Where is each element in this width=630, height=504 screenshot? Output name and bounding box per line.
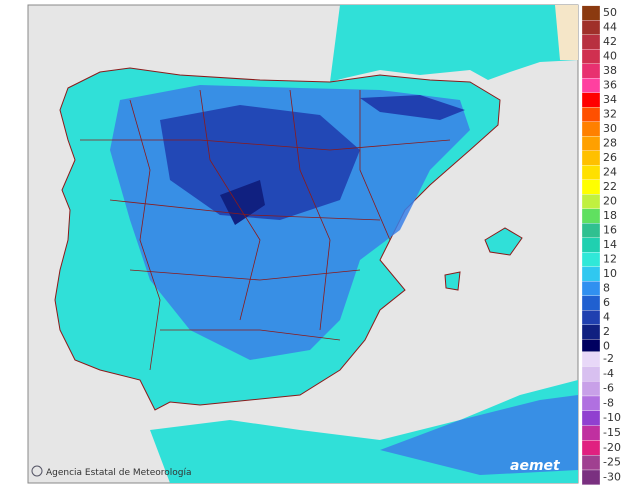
legend-label: 34 xyxy=(603,93,617,106)
legend-swatch xyxy=(581,63,601,79)
legend-label: 26 xyxy=(603,151,617,164)
legend-swatch xyxy=(581,425,601,441)
cold-peak xyxy=(220,180,265,225)
legend-label: -4 xyxy=(603,367,614,380)
legend-label: 38 xyxy=(603,64,617,77)
legend-swatch xyxy=(581,92,601,108)
legend-label: -25 xyxy=(603,456,621,469)
legend-label: -6 xyxy=(603,382,614,395)
legend-swatch xyxy=(581,440,601,456)
legend-label: 22 xyxy=(603,180,617,193)
legend-swatch xyxy=(581,410,601,426)
legend-swatch xyxy=(581,150,601,166)
legend-swatch xyxy=(581,136,601,151)
legend-swatch xyxy=(581,49,601,64)
copyright-icon xyxy=(31,465,43,477)
legend-label: 8 xyxy=(603,282,610,295)
cold-core xyxy=(160,105,360,220)
legend-label: -10 xyxy=(603,411,621,424)
balearics xyxy=(444,227,523,291)
legend-swatch xyxy=(581,324,601,340)
legend-label: 14 xyxy=(603,238,617,251)
legend-label: 30 xyxy=(603,122,617,135)
legend-swatch xyxy=(581,455,601,471)
legend-swatch xyxy=(581,381,601,397)
legend-swatch xyxy=(581,208,601,224)
legend-swatch xyxy=(581,20,601,35)
legend-label: 20 xyxy=(603,195,617,208)
legend-swatch xyxy=(581,107,601,122)
legend-swatch xyxy=(581,351,601,367)
legend-label: 10 xyxy=(603,267,617,280)
legend-swatch xyxy=(581,295,601,311)
legend-label: 40 xyxy=(603,50,617,63)
legend-label: 42 xyxy=(603,35,617,48)
legend-label: -8 xyxy=(603,396,614,409)
legend-label: 44 xyxy=(603,21,617,34)
legend-label: 2 xyxy=(603,325,610,338)
legend-swatch xyxy=(581,179,601,195)
legend-swatch xyxy=(581,165,601,180)
legend-label: 0 xyxy=(603,340,610,353)
alps xyxy=(555,5,578,60)
legend-label: 6 xyxy=(603,296,610,309)
legend-swatch xyxy=(581,469,601,485)
legend-label: 36 xyxy=(603,79,617,92)
legend-swatch xyxy=(581,252,601,267)
legend-label: 24 xyxy=(603,166,617,179)
legend-label: -30 xyxy=(603,470,621,483)
legend-swatch xyxy=(581,194,601,209)
legend-label: 50 xyxy=(603,6,617,19)
france xyxy=(330,5,578,82)
legend-label: 28 xyxy=(603,137,617,150)
legend-swatch xyxy=(581,5,601,21)
legend-swatch xyxy=(581,281,601,296)
map xyxy=(54,5,578,483)
legend-swatch xyxy=(581,366,601,382)
logo: aemet xyxy=(510,458,561,474)
legend-label: -2 xyxy=(603,352,614,365)
legend-label: 4 xyxy=(603,311,610,324)
legend-label: -15 xyxy=(603,426,621,439)
legend-label: 32 xyxy=(603,108,617,121)
legend-swatch xyxy=(581,223,601,238)
borders xyxy=(80,89,451,371)
atlas xyxy=(380,395,578,475)
legend-label: 12 xyxy=(603,253,617,266)
legend-swatch xyxy=(581,78,601,93)
legend-label: 16 xyxy=(603,224,617,237)
legend-swatch xyxy=(581,34,601,50)
legend-swatch xyxy=(581,121,601,137)
pyrenees xyxy=(360,95,465,120)
legend-swatch xyxy=(581,395,601,411)
legend-swatch xyxy=(581,310,601,325)
legend-label: 18 xyxy=(603,209,617,222)
attribution: Agencia Estatal de Meteorología xyxy=(46,468,192,478)
legend: 5044424038363432302826242220181614121086… xyxy=(581,5,621,485)
legend-swatch xyxy=(581,266,601,282)
legend-swatch xyxy=(581,237,601,253)
legend-label: -20 xyxy=(603,441,621,454)
